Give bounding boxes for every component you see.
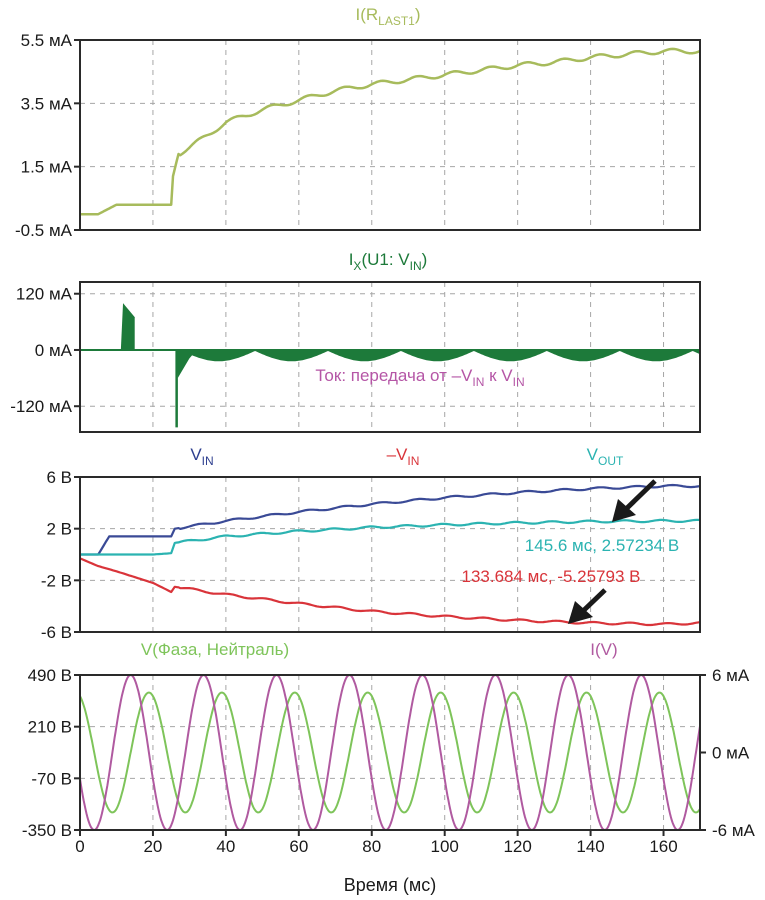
series-line-current (79, 674, 701, 831)
y-tick-label: 2 В (46, 520, 72, 539)
panel-4-grid (80, 675, 700, 830)
y-tick-label-right: 6 мА (712, 666, 750, 685)
y-tick-label: 120 мА (16, 285, 73, 304)
x-tick-label: 0 (75, 837, 84, 856)
panel-1-frame (79, 39, 701, 231)
panel-3-label-neg-vin-sub: IN (407, 454, 419, 468)
x-tick-label: 20 (143, 837, 162, 856)
panel-1-title: I(RLAST1) (355, 5, 420, 28)
y-tick-label: 5.5 мА (21, 31, 73, 50)
panel-2-series (80, 303, 700, 428)
x-tick-label: 140 (576, 837, 604, 856)
panel-1-series (80, 47, 701, 216)
series-line-vout (80, 518, 701, 556)
panel-3-y-ticks: -6 В -2 В 2 В 6 В (41, 468, 80, 642)
y-tick-label: -6 В (41, 623, 72, 642)
panel-3-label-vin-sub: IN (202, 454, 214, 468)
panel-4-y-ticks-left: -350 В -70 В 210 В 490 В (22, 666, 80, 840)
panel-4-label-current: I(V) (590, 640, 617, 659)
panel-4-x-ticks: 0 20 40 60 80 100 120 140 160 (75, 830, 678, 856)
panel-2-annotation: Ток: передача от –VIN к VIN (315, 366, 524, 389)
panel-3-label-vout-sub: OUT (598, 454, 624, 468)
y-tick-label-right: -6 мА (712, 821, 756, 840)
panel-2-annotation-mid: к V (484, 366, 513, 385)
panel-3-label-vin-main: V (190, 445, 202, 464)
y-tick-label: -0.5 мА (15, 221, 73, 240)
y-tick-label: 1.5 мА (21, 158, 73, 177)
series-line-i-rlast1 (80, 47, 701, 216)
panel-3-label-neg-vin-main: –V (387, 445, 408, 464)
y-tick-label: -2 В (41, 571, 72, 590)
panel-4-frame (79, 674, 701, 831)
panel-2-annotation-sub2: IN (513, 375, 525, 389)
panel-1-grid (80, 40, 700, 230)
panel-3-annotation-neg-vin: 133.684 мс, -5.25793 В (462, 567, 641, 586)
x-tick-label: 100 (431, 837, 459, 856)
panel-2-y-ticks: -120 мА 0 мА 120 мА (10, 285, 80, 416)
panel-3-label-vout: VOUT (587, 445, 624, 468)
panel-3: VIN –VIN VOUT -6 В-2 В2 В6 В 145.6 мс, 2… (41, 445, 701, 642)
series-area-ix-u1-ripple (80, 349, 700, 362)
series-line-voltage (79, 691, 701, 814)
x-axis-label: Время (мс) (344, 875, 437, 895)
panel-3-series (79, 483, 701, 627)
panel-1-title-main: I(R (355, 5, 378, 24)
panel-2-title-main: I (349, 250, 354, 269)
panel-1-title-sub: LAST1 (378, 14, 415, 28)
y-tick-label: -350 В (22, 821, 72, 840)
x-tick-label: 60 (289, 837, 308, 856)
series-spike-down-tail (176, 349, 197, 379)
y-tick-label: -70 В (31, 769, 72, 788)
y-tick-label: 490 В (28, 666, 72, 685)
y-tick-label-right: 0 мА (712, 744, 750, 763)
panel-4-series (79, 674, 701, 831)
panel-4-y-ticks-right: -6 мА 0 мА 6 мА (700, 666, 756, 840)
series-line-neg-vin (79, 557, 701, 627)
panel-2-title-end: (U1: V (361, 250, 410, 269)
panel-2-title-sub: X (353, 259, 361, 273)
panel-3-label-vout-main: V (587, 445, 599, 464)
panel-2-title-end2: ) (422, 250, 428, 269)
x-tick-label: 120 (503, 837, 531, 856)
panel-2-title: IX(U1: VIN) (349, 250, 428, 273)
series-spike-up (120, 303, 135, 350)
y-tick-label: 210 В (28, 718, 72, 737)
panel-3-annotation-vout: 145.6 мс, 2.57234 В (525, 536, 679, 555)
panel-1: I(RLAST1) -0.5 мА 1.5 мА 3.5 мА 5.5 мА (15, 5, 701, 240)
panel-2-title-sub2: IN (410, 259, 422, 273)
panel-3-frame (79, 476, 701, 633)
panel-4-label-voltage: V(Фаза, Нейтраль) (141, 640, 289, 659)
y-tick-label: -120 мА (10, 397, 72, 416)
panel-2-grid (80, 282, 700, 432)
y-tick-label: 3.5 мА (21, 94, 73, 113)
panel-4: V(Фаза, Нейтраль) I(V) -350 В -70 В 210 В 4… (22, 640, 756, 895)
panel-3-arrow-vout (612, 479, 657, 522)
panel-1-y-ticks: -0.5 мА 1.5 мА 3.5 мА 5.5 мА (15, 31, 80, 240)
panel-3-label-vin: VIN (190, 445, 213, 468)
panel-2-frame (79, 281, 701, 433)
panel-2-annotation-sub: IN (472, 375, 484, 389)
y-tick-label: 0 мА (35, 341, 73, 360)
panel-1-title-end: ) (415, 5, 421, 24)
series-line-vin (80, 483, 701, 556)
panel-3-arrow-neg-vin (568, 588, 607, 624)
panel-2-annotation-main: Ток: передача от –V (315, 366, 473, 385)
x-tick-label: 40 (216, 837, 235, 856)
x-tick-label: 160 (649, 837, 677, 856)
panel-3-label-neg-vin: –VIN (387, 445, 420, 468)
y-tick-label: 6 В (46, 468, 72, 487)
x-tick-label: 80 (362, 837, 381, 856)
